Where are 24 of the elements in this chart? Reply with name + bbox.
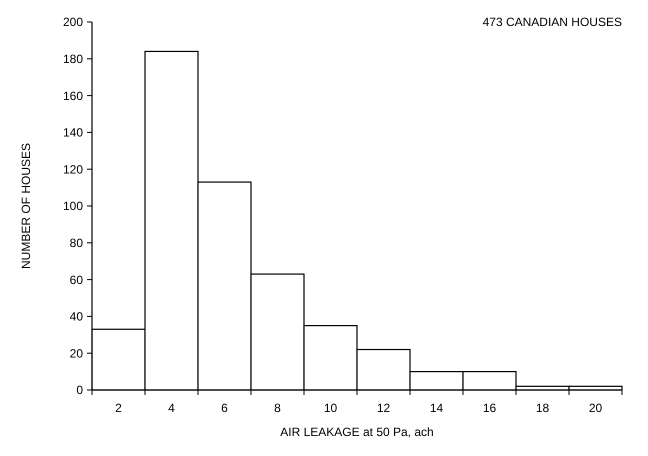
y-tick-label: 60	[70, 272, 84, 287]
y-tick-label: 160	[62, 88, 84, 103]
y-tick-label: 80	[70, 236, 84, 250]
x-tick-label: 8	[274, 401, 282, 415]
y-axis-title: NUMBER OF HOUSES	[19, 142, 33, 270]
y-tick-label: 200	[62, 15, 84, 30]
y-tick-label: 0	[76, 383, 84, 398]
x-tick-label: 6	[221, 401, 228, 415]
x-tick-label: 12	[376, 401, 390, 415]
x-tick-label: 4	[168, 401, 176, 415]
x-axis-title: AIR LEAKAGE at 50 Pa, ach	[280, 425, 434, 439]
y-tick-label: 100	[62, 199, 84, 214]
y-tick-label: 180	[62, 52, 84, 66]
y-tick-label: 20	[70, 346, 84, 360]
x-tick-label: 14	[430, 401, 444, 415]
x-tick-label: 2	[115, 401, 122, 415]
x-tick-label: 10	[324, 401, 338, 415]
y-tick-label: 40	[70, 310, 84, 324]
chart-title: 473 CANADIAN HOUSES	[482, 15, 622, 29]
y-tick-label: 120	[62, 162, 84, 176]
x-tick-label: 18	[536, 401, 550, 415]
x-tick-label: 16	[482, 401, 496, 415]
x-tick-label: 20	[588, 401, 602, 415]
y-tick-label: 140	[62, 126, 84, 140]
